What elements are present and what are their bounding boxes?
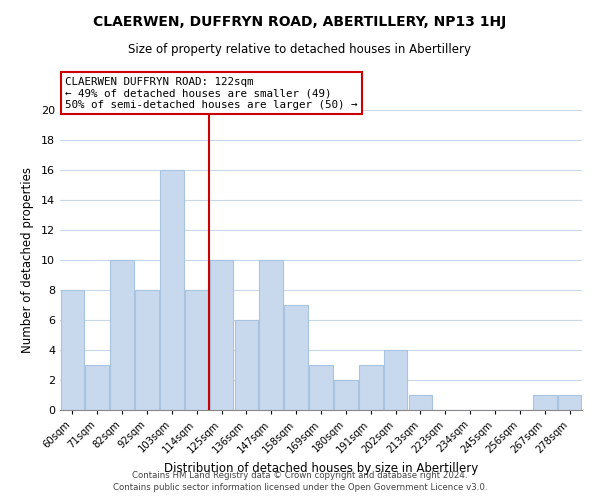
Bar: [61, 290, 84, 410]
Text: CLAERWEN DUFFRYN ROAD: 122sqm
← 49% of detached houses are smaller (49)
50% of s: CLAERWEN DUFFRYN ROAD: 122sqm ← 49% of d…: [65, 77, 358, 110]
Bar: [210, 260, 233, 410]
Bar: [384, 350, 407, 410]
Bar: [160, 170, 184, 410]
X-axis label: Distribution of detached houses by size in Abertillery: Distribution of detached houses by size …: [164, 462, 478, 474]
Bar: [309, 365, 333, 410]
Bar: [284, 305, 308, 410]
Y-axis label: Number of detached properties: Number of detached properties: [21, 167, 34, 353]
Text: CLAERWEN, DUFFRYN ROAD, ABERTILLERY, NP13 1HJ: CLAERWEN, DUFFRYN ROAD, ABERTILLERY, NP1…: [94, 15, 506, 29]
Bar: [110, 260, 134, 410]
Bar: [334, 380, 358, 410]
Bar: [359, 365, 383, 410]
Text: Contains public sector information licensed under the Open Government Licence v3: Contains public sector information licen…: [113, 484, 487, 492]
Bar: [85, 365, 109, 410]
Text: Size of property relative to detached houses in Abertillery: Size of property relative to detached ho…: [128, 42, 472, 56]
Bar: [185, 290, 209, 410]
Bar: [409, 395, 432, 410]
Bar: [135, 290, 159, 410]
Bar: [558, 395, 581, 410]
Bar: [235, 320, 258, 410]
Bar: [259, 260, 283, 410]
Bar: [533, 395, 557, 410]
Text: Contains HM Land Registry data © Crown copyright and database right 2024.: Contains HM Land Registry data © Crown c…: [132, 471, 468, 480]
